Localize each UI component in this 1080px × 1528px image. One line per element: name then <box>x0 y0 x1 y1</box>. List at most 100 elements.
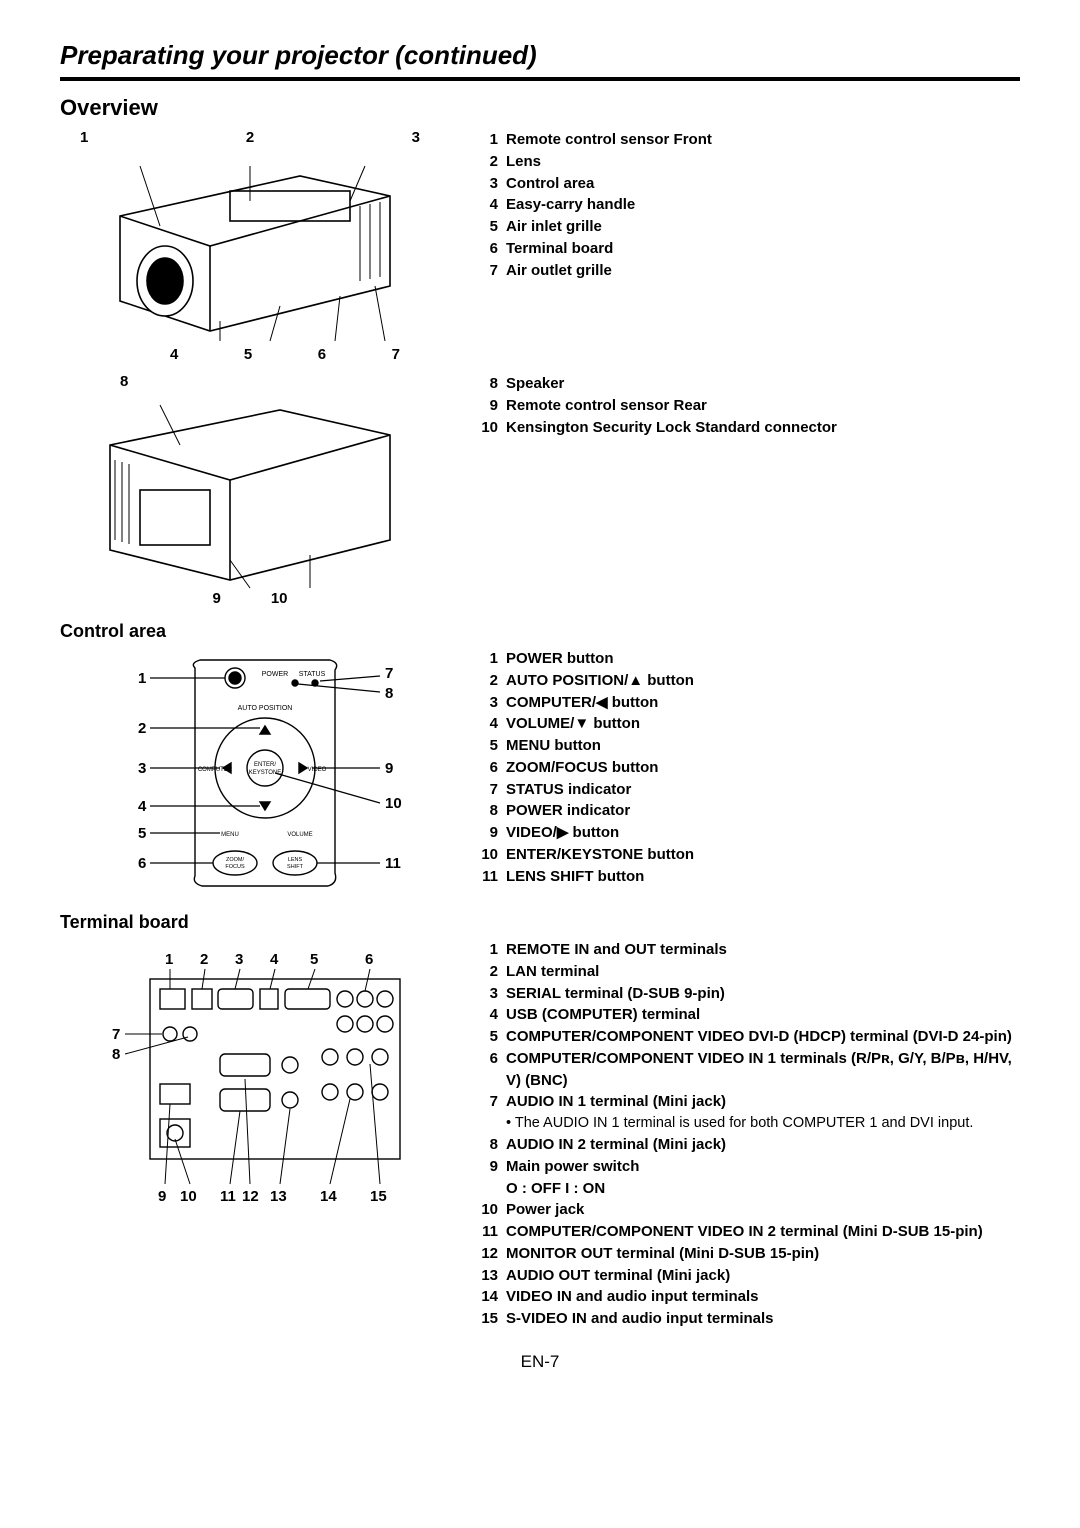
overview-fig2-column: 8 9 10 <box>60 373 440 607</box>
svg-text:VOLUME: VOLUME <box>287 832 312 838</box>
legend-number: 10 <box>470 417 498 439</box>
label: 9 <box>212 590 220 607</box>
label: 10 <box>271 590 288 607</box>
terminal-board-list: 1REMOTE IN and OUT terminals2LAN termina… <box>470 939 1020 1330</box>
legend-number: 6 <box>470 238 498 260</box>
legend-item: 13 AUDIO OUT terminal (Mini jack) <box>470 1265 1020 1287</box>
legend-number: 14 <box>470 1286 498 1308</box>
svg-text:11: 11 <box>220 1188 236 1205</box>
legend-number: 3 <box>470 983 498 1005</box>
svg-text:8: 8 <box>385 685 393 702</box>
legend-item: 9VIDEO/▶ button <box>470 822 1020 844</box>
legend-number: 8 <box>470 373 498 395</box>
legend-text: S-VIDEO IN and audio input terminals <box>506 1308 1020 1330</box>
svg-text:4: 4 <box>270 951 279 968</box>
legend-text: VOLUME/▼ button <box>506 713 1020 735</box>
legend-text: MONITOR OUT terminal (Mini D-SUB 15-pin) <box>506 1243 1020 1265</box>
svg-text:MENU: MENU <box>221 832 239 838</box>
svg-text:1: 1 <box>165 951 173 968</box>
legend-item: 9Main power switch <box>470 1156 1020 1178</box>
legend-text: AUDIO IN 1 terminal (Mini jack) <box>506 1091 1020 1113</box>
svg-text:1: 1 <box>138 670 146 687</box>
legend-item: 7STATUS indicator <box>470 779 1020 801</box>
legend-number: 11 <box>470 1221 498 1243</box>
legend-number: 12 <box>470 1243 498 1265</box>
legend-item: 3 SERIAL terminal (D-SUB 9-pin) <box>470 983 1020 1005</box>
overview-row-2: 8 9 10 <box>60 373 1020 607</box>
legend-text: MENU button <box>506 735 1020 757</box>
legend-number: 13 <box>470 1265 498 1287</box>
legend-item: 5MENU button <box>470 735 1020 757</box>
svg-text:3: 3 <box>235 951 243 968</box>
svg-text:7: 7 <box>112 1026 120 1043</box>
legend-text: VIDEO IN and audio input terminals <box>506 1286 1020 1308</box>
legend-text: ZOOM/FOCUS button <box>506 757 1020 779</box>
page-footer: EN-7 <box>60 1352 1020 1372</box>
svg-text:9: 9 <box>158 1188 166 1205</box>
legend-item: 11LENS SHIFT button <box>470 866 1020 888</box>
legend-number: 10 <box>470 844 498 866</box>
label: 5 <box>244 346 252 363</box>
legend-text: REMOTE IN and OUT terminals <box>506 939 1020 961</box>
label: 2 <box>246 129 254 146</box>
legend-item: 10 Kensington Security Lock Standard conn… <box>470 417 1020 439</box>
legend-text: USB (COMPUTER) terminal <box>506 1004 1020 1026</box>
svg-text:10: 10 <box>385 795 402 812</box>
svg-text:6: 6 <box>365 951 373 968</box>
legend-text: LAN terminal <box>506 961 1020 983</box>
legend-number: 9 <box>470 395 498 417</box>
svg-text:POWER: POWER <box>262 671 288 678</box>
legend-text: ENTER/KEYSTONE button <box>506 844 1020 866</box>
terminal-board-fig-column: 1 2 3 4 5 6 7 8 9 10 11 12 13 14 15 <box>60 939 440 1209</box>
legend-text: Kensington Security Lock Standard connec… <box>506 417 1020 439</box>
svg-text:FOCUS: FOCUS <box>225 864 245 870</box>
label: 7 <box>392 346 400 363</box>
svg-text:AUTO POSITION: AUTO POSITION <box>238 705 293 712</box>
svg-text:STATUS: STATUS <box>299 671 326 678</box>
fig1-top-labels: 1 2 3 <box>60 129 440 146</box>
legend-item: 1POWER button <box>470 648 1020 670</box>
svg-text:10: 10 <box>180 1188 197 1205</box>
legend-text: POWER indicator <box>506 800 1020 822</box>
legend-item: 6COMPUTER/COMPONENT VIDEO IN 1 terminals… <box>470 1048 1020 1092</box>
svg-text:3: 3 <box>138 760 146 777</box>
legend-text: Easy-carry handle <box>506 194 1020 216</box>
legend-item: 3COMPUTER/◀ button <box>470 692 1020 714</box>
legend-number: 4 <box>470 713 498 735</box>
legend-item: 4 VOLUME/▼ button <box>470 713 1020 735</box>
overview-heading: Overview <box>60 95 1020 121</box>
legend-text: Control area <box>506 173 1020 195</box>
legend-text: AUDIO OUT terminal (Mini jack) <box>506 1265 1020 1287</box>
legend-item: 6Terminal board <box>470 238 1020 260</box>
fig2-top-labels: 8 <box>60 373 440 390</box>
svg-text:8: 8 <box>112 1046 120 1063</box>
control-area-list: 1POWER button2AUTO POSITION/▲ button3COM… <box>470 648 1020 887</box>
legend-text: VIDEO/▶ button <box>506 822 1020 844</box>
legend-item: 5COMPUTER/COMPONENT VIDEO DVI-D (HDCP) t… <box>470 1026 1020 1048</box>
label: 3 <box>412 129 420 146</box>
legend-text: Remote control sensor Rear <box>506 395 1020 417</box>
legend-item: 2LAN terminal <box>470 961 1020 983</box>
legend-item: 12 MONITOR OUT terminal (Mini D-SUB 15-pi… <box>470 1243 1020 1265</box>
legend-item: 14 VIDEO IN and audio input terminals <box>470 1286 1020 1308</box>
legend-text: AUTO POSITION/▲ button <box>506 670 1020 692</box>
legend-text: POWER button <box>506 648 1020 670</box>
legend-item: 9 Remote control sensor Rear <box>470 395 1020 417</box>
legend-item: 7AUDIO IN 1 terminal (Mini jack) <box>470 1091 1020 1113</box>
legend-number: 7 <box>470 779 498 801</box>
legend-item: 4USB (COMPUTER) terminal <box>470 1004 1020 1026</box>
label: 8 <box>120 373 128 390</box>
legend-number: 11 <box>470 866 498 888</box>
legend-text: COMPUTER/COMPONENT VIDEO DVI-D (HDCP) te… <box>506 1026 1020 1048</box>
page-title: Preparating your projector (continued) <box>60 40 1020 81</box>
overview-fig1-column: 1 2 3 <box>60 129 440 363</box>
svg-text:5: 5 <box>310 951 318 968</box>
svg-text:4: 4 <box>138 798 147 815</box>
legend-text: COMPUTER/COMPONENT VIDEO IN 1 terminals … <box>506 1048 1020 1092</box>
svg-text:ZOOM/: ZOOM/ <box>226 857 244 863</box>
control-panel-illustration: POWER STATUS AUTO POSITION ENTER/ KEYSTO… <box>80 648 420 898</box>
legend-text: SERIAL terminal (D-SUB 9-pin) <box>506 983 1020 1005</box>
legend-number: 6 <box>470 1048 498 1092</box>
legend-text: AUDIO IN 2 terminal (Mini jack) <box>506 1134 1020 1156</box>
legend-text: COMPUTER/◀ button <box>506 692 1020 714</box>
